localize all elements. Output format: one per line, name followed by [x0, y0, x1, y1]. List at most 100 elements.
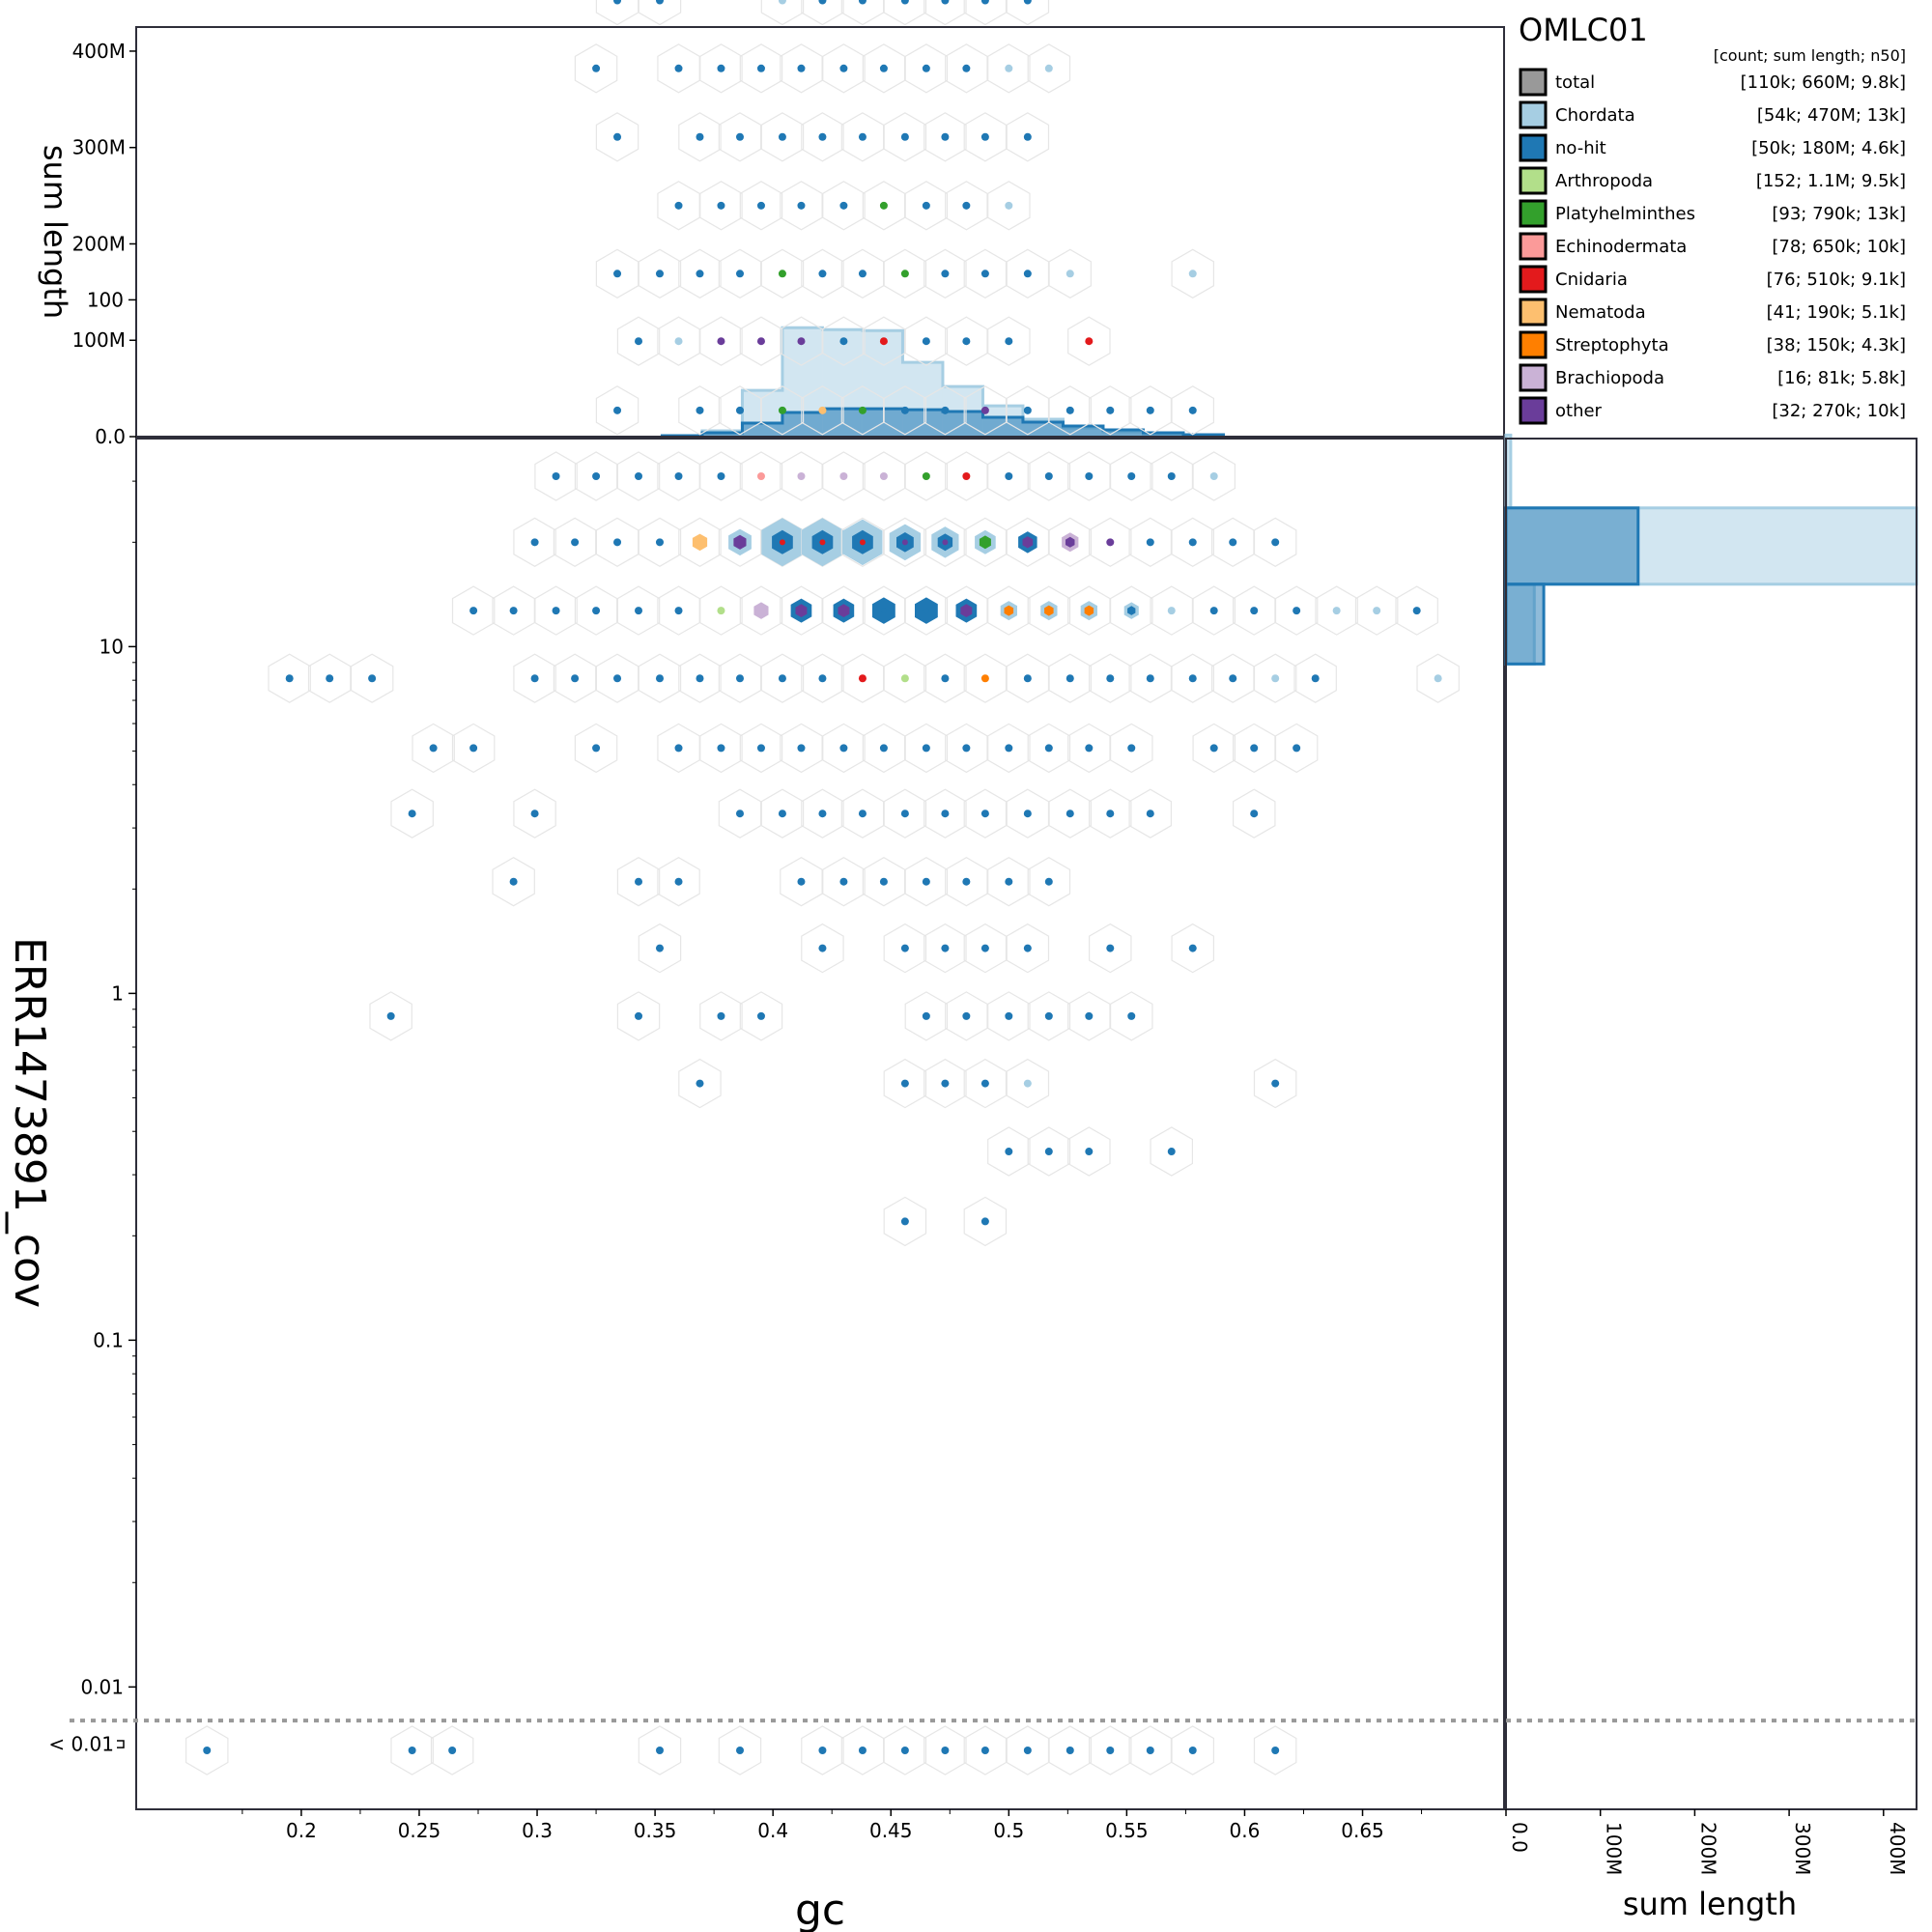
- hexbin-outline: [840, 653, 885, 703]
- main-xtick-label: 0.65: [1341, 1819, 1384, 1842]
- hexbin: [638, 248, 682, 298]
- hexbin-point: [941, 406, 950, 414]
- hexbin: [760, 112, 805, 162]
- legend-entry: other [32; 270k; 10k]: [1519, 396, 1906, 425]
- hexbin: [862, 857, 906, 907]
- hexbin-outline: [718, 248, 762, 298]
- hexbin-point: [1065, 1747, 1074, 1754]
- right-histogram: 0.0 100M 200M 300M 400M sum length: [1504, 433, 1918, 1922]
- hexbin: [1315, 585, 1358, 636]
- legend-entry-name: Arthropoda: [1555, 171, 1653, 191]
- hexbin: [904, 723, 949, 774]
- hexbin: [492, 585, 535, 636]
- hexbin-outline: [616, 585, 661, 636]
- hexbin-outline: [1171, 517, 1214, 567]
- legend-entry-stats: [110k; 660M; 9.8k]: [1741, 72, 1906, 93]
- hexbin-outline: [678, 1058, 722, 1109]
- hexbin: [595, 653, 639, 703]
- hexbin: [1027, 723, 1071, 774]
- hexbin: [923, 112, 967, 162]
- hexbin-outline: [699, 181, 743, 231]
- right-xtick-label: 200M: [1696, 1822, 1719, 1875]
- hexbin-point: [592, 607, 601, 615]
- legend-entry: no-hit [50k; 180M; 4.6k]: [1519, 133, 1906, 162]
- hexbin: [699, 316, 743, 366]
- hexbin: [1274, 585, 1319, 636]
- below-threshold-bracket-line: [117, 1740, 125, 1748]
- hexbin-outline: [1089, 923, 1132, 974]
- hexbin-point: [203, 1747, 212, 1754]
- hexbin-point: [1167, 1148, 1176, 1156]
- hexbin: [657, 316, 700, 366]
- top-hist-bar: [701, 433, 743, 437]
- hexbin-outline: [923, 0, 967, 26]
- hexbin-outline: [963, 1725, 1008, 1776]
- hexbin: [1171, 1725, 1214, 1776]
- hexbin-outline: [1150, 451, 1193, 501]
- top-histogram: 0.0 100M 200M 300M 400M sum length: [37, 26, 1505, 448]
- main-plot-frame: [135, 438, 1505, 1810]
- hexbin-point: [1005, 877, 1013, 886]
- hexbin-point: [1373, 607, 1381, 615]
- main-xtick-label: 0.45: [869, 1819, 913, 1842]
- hexbin-point: [1106, 1747, 1115, 1754]
- hexbin: [987, 991, 1031, 1041]
- hexbin-point: [1005, 1011, 1013, 1020]
- hexbin: [840, 1725, 885, 1776]
- hexbin-point: [980, 1079, 989, 1088]
- hexbin-point: [980, 1217, 989, 1226]
- hexbin: [883, 517, 927, 567]
- hexbin-point: [1146, 538, 1154, 547]
- hexbin-point: [368, 674, 377, 683]
- legend-swatch: [1519, 298, 1548, 327]
- hexbin-point: [1167, 471, 1176, 480]
- hexbin-point: [408, 1747, 416, 1754]
- hexbin: [862, 316, 906, 366]
- hexbin: [904, 585, 949, 636]
- hexbin-outline: [987, 451, 1031, 501]
- hexbin-outline: [638, 517, 682, 567]
- hexbin-point: [1044, 1011, 1053, 1020]
- hexbin-point: [1146, 406, 1154, 414]
- hexbin: [1006, 517, 1050, 567]
- hexbin-outline: [1027, 723, 1071, 774]
- hexbin-core: [859, 539, 866, 546]
- hexbin-outline: [616, 451, 661, 501]
- hexbin: [883, 248, 927, 298]
- hexbin-point: [980, 674, 989, 683]
- legend-entry-stats: [50k; 180M; 4.6k]: [1751, 138, 1906, 158]
- main-ytick-label: 0.01: [80, 1675, 124, 1698]
- hexbin-outline: [1089, 788, 1132, 838]
- hexbin-outline: [1110, 723, 1153, 774]
- hexbin: [1192, 723, 1236, 774]
- hexbin-outline: [513, 517, 556, 567]
- hexbin-outline: [760, 788, 805, 838]
- hexbin-point: [858, 1747, 867, 1754]
- hexbin-core: [757, 608, 764, 614]
- hexbin-point: [980, 406, 989, 414]
- hexbin: [883, 923, 927, 974]
- hexbin: [801, 248, 844, 298]
- hexbin-outline: [638, 923, 682, 974]
- hexbin-point: [613, 132, 622, 141]
- hexbin: [412, 723, 455, 774]
- hexbin: [638, 923, 682, 974]
- hexbin-outline: [862, 316, 906, 366]
- hexbin-outline: [699, 451, 743, 501]
- main-xtick-label: 0.35: [634, 1819, 677, 1842]
- hexbin: [1171, 248, 1214, 298]
- hexbin: [1067, 451, 1111, 501]
- hexbin: [883, 788, 927, 838]
- hexbin: [1354, 585, 1399, 636]
- hexbin-point: [469, 607, 478, 615]
- hexbin-point: [818, 406, 827, 414]
- hexbin: [760, 788, 805, 838]
- hexbin-inner: [1044, 605, 1054, 616]
- hexbin-point: [797, 877, 806, 886]
- hexbin-point: [1023, 1747, 1032, 1754]
- below-threshold-bracket: < 0.01: [48, 1733, 125, 1756]
- hexbin-outline: [1089, 653, 1132, 703]
- hexbin: [739, 991, 783, 1041]
- hexbin: [739, 723, 783, 774]
